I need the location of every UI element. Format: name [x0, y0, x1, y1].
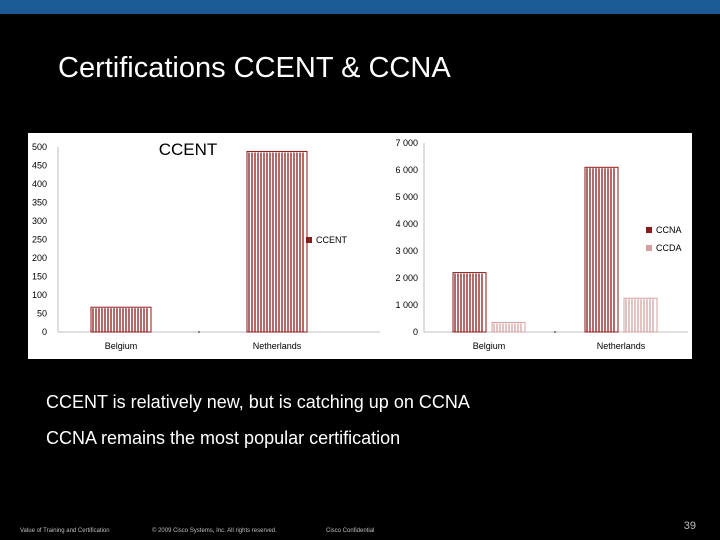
chart2-x-tick-mark: [554, 331, 556, 333]
chart-panel: 0 50 100 150 200 250 300 350 400 450 500 Belgium Net…: [28, 133, 692, 359]
chart1-bar-ccent-netherlands: [246, 150, 308, 333]
chart1-title: CCENT: [159, 140, 218, 159]
chart2-x-tick-label: Netherlands: [597, 341, 646, 351]
chart1-y-tick-label: 200: [32, 253, 47, 263]
chart1-x-tick-label: Belgium: [105, 341, 138, 351]
chart1-x-tick-label: Netherlands: [253, 341, 302, 351]
chart2-y-tick-label: 2 000: [395, 273, 418, 283]
footer-confidential: Cisco Confidential: [326, 528, 375, 534]
footer-copyright: © 2009 Cisco Systems, Inc. All rights re…: [152, 528, 277, 534]
chart1-y-tick-label: 300: [32, 216, 47, 226]
page-number: 39: [683, 520, 696, 532]
chart2-y-tick-label: 1 000: [395, 300, 418, 310]
chart2-legend-label: CCNA: [656, 225, 682, 235]
chart2-legend-label: CCDA: [656, 243, 682, 253]
chart1-y-tick-label: 150: [32, 272, 47, 282]
chart2-legend-swatch-ccda: [646, 245, 652, 251]
slide-title: Certifications CCENT & CCNA: [58, 52, 451, 84]
chart1-y-tick-label: 400: [32, 179, 47, 189]
bullet-2: CCNA remains the most popular certificat…: [46, 428, 401, 448]
chart1-y-tick-label: 50: [37, 309, 47, 319]
chart2-x-tick-label: Belgium: [473, 341, 506, 351]
chart2-y-tick-label: 5 000: [395, 192, 418, 202]
chart1-y-tick-label: 100: [32, 290, 47, 300]
chart1-legend-swatch-ccent: [306, 237, 312, 243]
chart2-y-tick-label: 6 000: [395, 165, 418, 175]
chart2-y-tick-label: 3 000: [395, 246, 418, 256]
chart1-bar-ccent-belgium: [90, 306, 152, 333]
chart1-y-tick-label: 350: [32, 198, 47, 208]
chart1-y-tick-label: 0: [42, 327, 47, 337]
chart2-y-tick-label: 7 000: [395, 138, 418, 148]
footer-course-name: Value of Training and Certification: [20, 528, 110, 534]
chart1-y-tick-label: 450: [32, 161, 47, 171]
chart1-y-tick-label: 500: [32, 142, 47, 152]
chart1-y-tick-label: 250: [32, 235, 47, 245]
chart2-y-tick-label: 0: [413, 327, 418, 337]
top-accent-bar: [0, 0, 720, 14]
chart2-legend-swatch-ccna: [646, 227, 652, 233]
charts-svg: 0 50 100 150 200 250 300 350 400 450 500 Belgium Net…: [32, 138, 688, 351]
chart1-x-tick-mark: [198, 331, 200, 333]
chart2-y-tick-label: 4 000: [395, 219, 418, 229]
chart1-legend-label: CCENT: [316, 235, 348, 245]
bullet-1: CCENT is relatively new, but is catching…: [46, 392, 470, 412]
